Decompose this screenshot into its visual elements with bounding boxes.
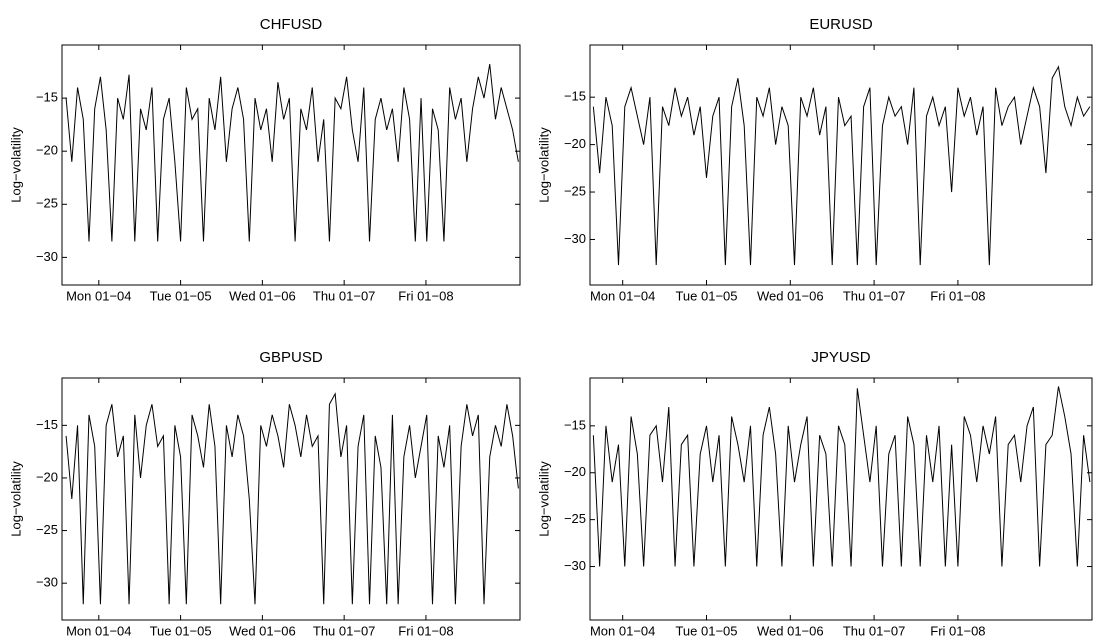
plot-area <box>65 392 519 605</box>
x-tick-label: Mon 01−04 <box>590 288 655 303</box>
plot-area <box>592 65 1091 266</box>
panel: EURUSD Log−volatility −15 −20 −25 −30 Mon 01−0… <box>536 16 1093 303</box>
panel: CHFUSD Log−volatility −15 −20 −25 −30 Mon 01−0… <box>8 16 521 303</box>
x-tick-label: Tue 01−05 <box>150 623 212 638</box>
x-tick-label: Wed 01−06 <box>757 623 824 638</box>
x-tick-label: Wed 01−06 <box>229 623 296 638</box>
x-tick-label: Thu 01−07 <box>843 288 906 303</box>
y-tick-label: −15 <box>564 89 586 104</box>
panel: GBPUSD Log−volatility −15 −20 −25 −30 Mon 01−0… <box>8 349 521 638</box>
x-tick-label: Mon 01−04 <box>66 623 131 638</box>
x-tick-label: Tue 01−05 <box>675 623 737 638</box>
y-tick-label: −25 <box>564 511 586 526</box>
y-tick-label: −30 <box>36 575 58 590</box>
x-tick-label: Thu 01−07 <box>313 288 376 303</box>
y-axis-label: Log−volatility <box>536 461 551 537</box>
plot-area <box>65 64 519 242</box>
x-tick-label: Tue 01−05 <box>150 288 212 303</box>
axes-frame <box>61 377 521 621</box>
data-line <box>592 65 1091 266</box>
axes-frame <box>589 377 1093 621</box>
x-tick-label: Wed 01−06 <box>229 288 296 303</box>
chart-title: CHFUSD <box>260 16 323 33</box>
x-tick-label: Thu 01−07 <box>313 623 376 638</box>
x-tick-label: Wed 01−06 <box>757 288 824 303</box>
chart-title: JPYUSD <box>811 349 870 366</box>
x-tick-label: Mon 01−04 <box>66 288 131 303</box>
y-axis-label: Log−volatility <box>536 127 551 203</box>
y-tick-label: −30 <box>564 231 586 246</box>
x-tick-label: Tue 01−05 <box>675 288 737 303</box>
x-tick-label: Thu 01−07 <box>843 623 906 638</box>
axes-frame <box>61 44 521 286</box>
x-tick-label: Mon 01−04 <box>590 623 655 638</box>
y-axis-label: Log−volatility <box>8 461 23 537</box>
y-tick-label: −30 <box>564 558 586 573</box>
axes-frame <box>589 44 1093 286</box>
y-tick-label: −20 <box>36 469 58 484</box>
y-tick-label: −25 <box>36 196 58 211</box>
x-tick-label: Fri 01−08 <box>930 623 985 638</box>
data-line <box>592 386 1091 567</box>
data-line <box>65 392 519 605</box>
x-tick-label: Fri 01−08 <box>930 288 985 303</box>
y-tick-label: −20 <box>36 143 58 158</box>
y-tick-label: −25 <box>564 183 586 198</box>
y-tick-label: −20 <box>564 136 586 151</box>
y-axis-label: Log−volatility <box>8 127 23 203</box>
chart-title: EURUSD <box>809 16 873 33</box>
y-tick-label: −15 <box>564 417 586 432</box>
plot-area <box>592 386 1091 567</box>
y-tick-label: −20 <box>564 464 586 479</box>
data-line <box>65 64 519 242</box>
panel: JPYUSD Log−volatility −15 −20 −25 −30 Mon 01−0… <box>536 349 1093 638</box>
x-tick-label: Fri 01−08 <box>398 288 453 303</box>
y-tick-label: −25 <box>36 522 58 537</box>
chart-title: GBPUSD <box>259 349 323 366</box>
y-tick-label: −15 <box>36 90 58 105</box>
y-tick-label: −30 <box>36 249 58 264</box>
x-tick-label: Fri 01−08 <box>398 623 453 638</box>
y-tick-label: −15 <box>36 417 58 432</box>
